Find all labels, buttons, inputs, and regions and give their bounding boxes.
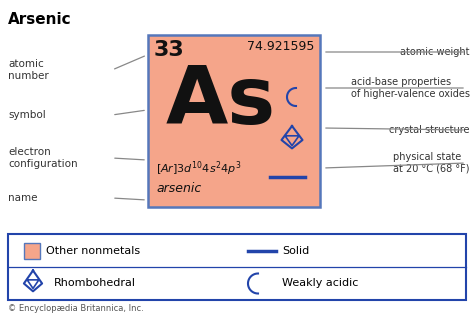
Text: 33: 33 bbox=[154, 40, 185, 60]
Text: name: name bbox=[8, 193, 37, 203]
Text: $\mathit{[Ar]3d}^{10}\mathit{4s}^{2}\mathit{4p}^{3}$: $\mathit{[Ar]3d}^{10}\mathit{4s}^{2}\mat… bbox=[156, 159, 241, 178]
Text: Arsenic: Arsenic bbox=[8, 12, 72, 27]
Text: atomic
number: atomic number bbox=[8, 59, 49, 81]
Text: acid-base properties
of higher-valence oxides: acid-base properties of higher-valence o… bbox=[351, 77, 470, 99]
Bar bbox=[148, 35, 320, 207]
Text: arsenic: arsenic bbox=[156, 182, 201, 195]
Bar bbox=[8, 234, 466, 300]
Text: atomic weight: atomic weight bbox=[401, 47, 470, 57]
Text: Rhombohedral: Rhombohedral bbox=[54, 278, 136, 289]
Text: As: As bbox=[166, 63, 276, 141]
Text: electron
configuration: electron configuration bbox=[8, 147, 78, 169]
Text: crystal structure: crystal structure bbox=[390, 125, 470, 135]
Text: Solid: Solid bbox=[282, 246, 309, 256]
Bar bbox=[24, 242, 40, 258]
Text: 74.921595: 74.921595 bbox=[246, 40, 314, 53]
Text: Other nonmetals: Other nonmetals bbox=[46, 246, 140, 256]
Text: © Encyclopædia Britannica, Inc.: © Encyclopædia Britannica, Inc. bbox=[8, 304, 144, 313]
Text: symbol: symbol bbox=[8, 110, 46, 120]
Text: physical state
at 20 °C (68 °F): physical state at 20 °C (68 °F) bbox=[393, 152, 470, 174]
Text: Weakly acidic: Weakly acidic bbox=[282, 278, 358, 289]
